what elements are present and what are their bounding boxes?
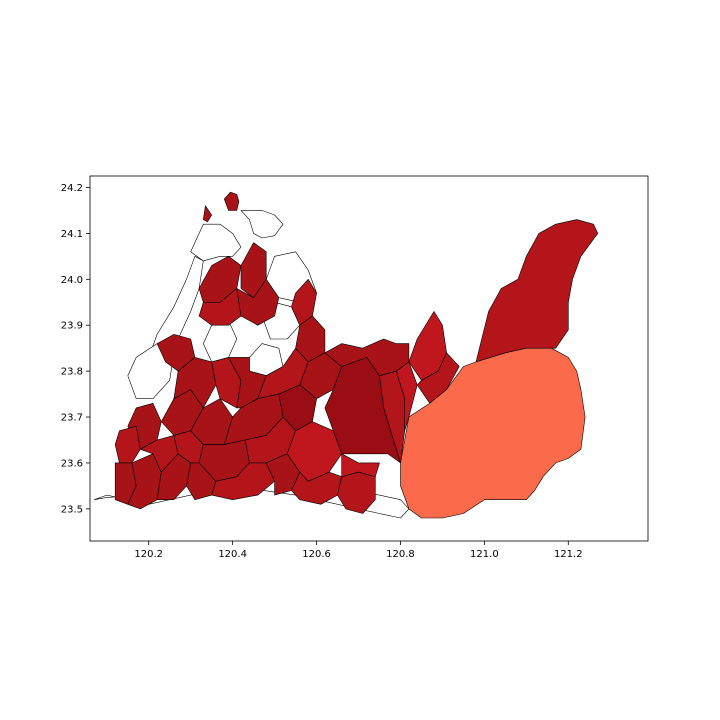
y-axis: 24.2 24.1 24.0 23.9 23.8 23.7 23.6 23.5 bbox=[61, 183, 90, 515]
y-tick-label: 24.2 bbox=[61, 183, 83, 194]
x-tick-label: 120.8 bbox=[386, 549, 415, 560]
region-north-tip bbox=[203, 205, 212, 223]
y-tick-label: 23.9 bbox=[61, 321, 83, 332]
region-northeast-big bbox=[475, 219, 599, 363]
y-tick-label: 23.6 bbox=[61, 458, 83, 469]
x-tick-label: 120.6 bbox=[302, 549, 331, 560]
region-north-small-b bbox=[224, 191, 240, 211]
x-tick-label: 121.2 bbox=[554, 549, 583, 560]
axes-frame bbox=[89, 175, 649, 542]
x-tick-label: 120.4 bbox=[218, 549, 247, 560]
region-east-large-light bbox=[400, 347, 586, 519]
x-tick-label: 120.2 bbox=[134, 549, 163, 560]
y-tick-label: 23.8 bbox=[61, 367, 83, 378]
y-tick-label: 24.1 bbox=[61, 229, 83, 240]
region-west-interior-6 bbox=[156, 334, 196, 372]
y-tick-label: 23.5 bbox=[61, 504, 83, 515]
x-axis: 120.2 120.4 120.6 120.8 121.0 121.2 bbox=[134, 541, 583, 560]
region-north-white-1 bbox=[240, 210, 284, 239]
region-northwest-2 bbox=[198, 288, 242, 326]
region-north-center-1 bbox=[236, 278, 280, 326]
regions-layer bbox=[93, 191, 599, 519]
y-tick-label: 23.7 bbox=[61, 413, 83, 424]
y-tick-label: 24.0 bbox=[61, 275, 83, 286]
x-tick-label: 121.0 bbox=[470, 549, 499, 560]
region-north-white-2 bbox=[190, 223, 242, 262]
region-north-east-small bbox=[324, 338, 410, 377]
